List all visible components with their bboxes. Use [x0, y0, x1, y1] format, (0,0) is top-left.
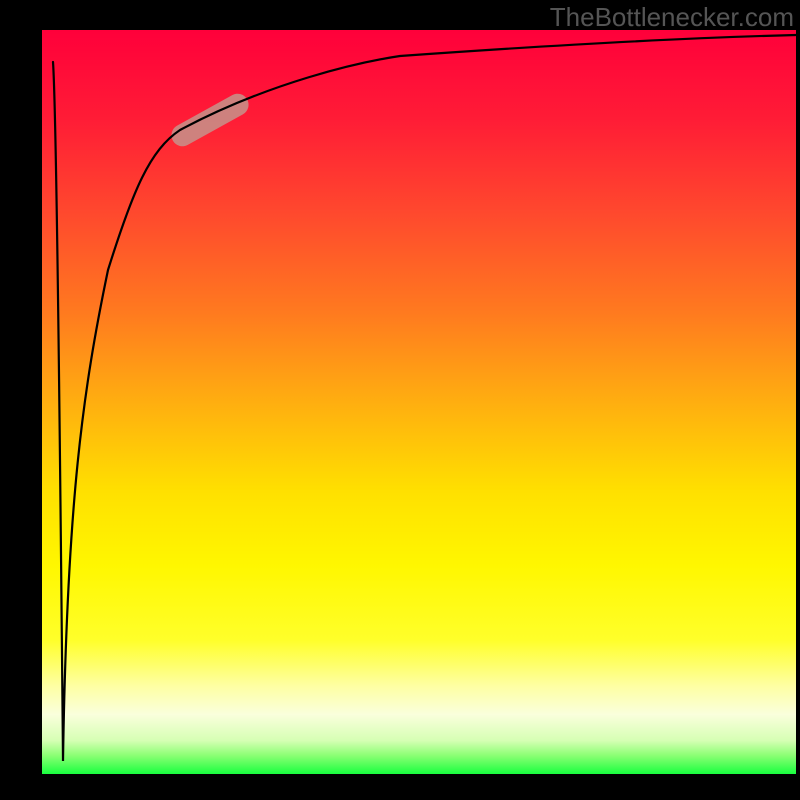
- plot-background-gradient: [42, 30, 796, 774]
- chart-root: TheBottlenecker.com: [0, 0, 800, 800]
- chart-svg: [0, 0, 800, 800]
